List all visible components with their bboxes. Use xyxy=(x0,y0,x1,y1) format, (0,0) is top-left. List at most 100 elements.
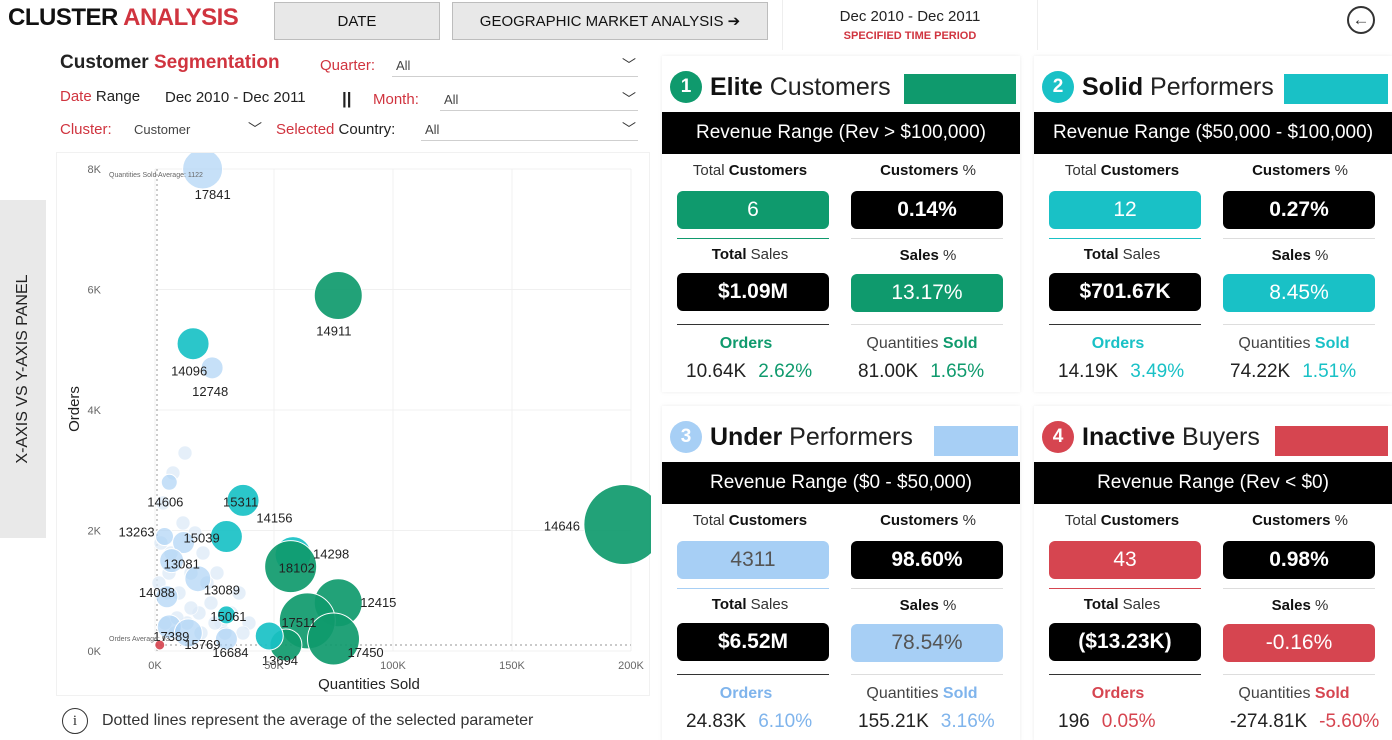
chevron-down-icon: ﹀ xyxy=(622,121,636,137)
y-tick-label: 4K xyxy=(88,405,102,417)
country-dropdown[interactable]: All ﹀ xyxy=(421,119,638,141)
point-14096[interactable] xyxy=(176,327,210,361)
geographic-market-analysis-button[interactable]: GEOGRAPHIC MARKET ANALYSIS ➔ xyxy=(452,2,768,40)
background-customer-point[interactable] xyxy=(209,565,225,581)
total-sales-label: Total Sales xyxy=(1042,246,1202,263)
point-label: 15311 xyxy=(223,494,258,509)
total-customers-value: 12 xyxy=(1049,191,1201,229)
background-customer-point[interactable] xyxy=(155,495,171,511)
lbl-part: Sales xyxy=(1118,596,1161,613)
point-label: 15769 xyxy=(184,637,220,652)
lbl-part: % xyxy=(1310,247,1329,264)
revenue-range-bar: Revenue Range (Rev > $100,000) xyxy=(662,112,1020,154)
y-average-label: Orders Average: 93 xyxy=(109,636,170,643)
quarter-label: Quarter: xyxy=(320,57,375,74)
chevron-down-icon: ﹀ xyxy=(622,57,636,73)
axis-panel-toggle[interactable]: X-AXIS VS Y-AXIS PANEL xyxy=(0,200,46,538)
sales-pct-label: Sales % xyxy=(848,247,1008,264)
quantities-sold-label: Quantities Sold xyxy=(846,685,998,703)
point-18102[interactable] xyxy=(264,540,318,594)
point-15769[interactable] xyxy=(173,618,203,648)
orders-values: 24.83K 6.10% xyxy=(686,711,812,733)
lbl-part: Total xyxy=(692,512,729,529)
info-icon[interactable]: i xyxy=(62,708,88,734)
total-customers-label: Total Customers xyxy=(1042,162,1202,179)
qty-pct-value: -5.60% xyxy=(1319,711,1380,732)
qty-value: 81.00K xyxy=(858,361,919,382)
lbl-part: % xyxy=(1330,162,1348,179)
lbl-part: % xyxy=(958,162,976,179)
divider xyxy=(1049,588,1201,589)
lbl-part: Quantities xyxy=(1238,335,1315,352)
card-header: 2 Solid Performers xyxy=(1042,70,1274,104)
lbl-part: Quantities xyxy=(866,685,943,702)
background-customer-point[interactable] xyxy=(195,545,211,561)
point-13089[interactable] xyxy=(184,565,212,593)
month-dropdown[interactable]: All ﹀ xyxy=(440,89,638,111)
point-label: 14646 xyxy=(544,518,580,533)
point-14646[interactable] xyxy=(583,483,651,565)
background-customer-point[interactable] xyxy=(175,515,191,531)
point-14156[interactable] xyxy=(209,520,243,554)
qty-value: 74.22K xyxy=(1230,361,1291,382)
total-sales-label: Total Sales xyxy=(1042,596,1202,613)
background-customer-point[interactable] xyxy=(203,595,219,611)
scatter-chart[interactable]: 17841 14911 14096 12748 14646 14606 15311 13263… xyxy=(56,152,651,696)
point-label: 15039 xyxy=(184,531,220,546)
background-customer-point[interactable] xyxy=(183,600,199,616)
point-label: 14911 xyxy=(316,324,351,339)
point-14911[interactable] xyxy=(313,271,363,321)
point-13263[interactable] xyxy=(155,527,175,547)
card-inactive: 4 Inactive Buyers Revenue Range (Rev < $… xyxy=(1034,406,1392,740)
card-header: 3 Under Performers xyxy=(670,420,913,454)
quantities-sold-label: Quantities Sold xyxy=(846,335,998,353)
quarter-dropdown[interactable]: All ﹀ xyxy=(392,55,638,77)
orders-label: Orders xyxy=(1042,335,1194,353)
divider xyxy=(1223,674,1375,675)
lbl-part-bold: Sold xyxy=(1314,335,1350,352)
x-tick-label: 150K xyxy=(499,660,525,672)
point-17841[interactable] xyxy=(182,153,224,190)
orders-values: 196 0.05% xyxy=(1058,711,1156,733)
back-arrow-icon[interactable]: ← xyxy=(1347,6,1375,34)
sales-pct-value: 13.17% xyxy=(851,274,1003,312)
point-16684[interactable] xyxy=(214,627,238,651)
cluster-dropdown[interactable]: Customer ﹀ xyxy=(130,119,264,141)
lbl-part-bold: Total xyxy=(1083,596,1119,613)
date-button[interactable]: DATE xyxy=(274,2,440,40)
period-label: SPECIFIED TIME PERIOD xyxy=(843,30,977,42)
lbl-part: % xyxy=(938,247,957,264)
point-15061[interactable] xyxy=(216,605,236,625)
total-sales-value: ($13.23K) xyxy=(1049,623,1201,661)
country-label: Selected Country: xyxy=(276,121,395,138)
point-inactive[interactable] xyxy=(154,639,166,651)
divider xyxy=(851,238,1003,239)
cluster-label: Cluster: xyxy=(60,121,112,138)
point-label: 15061 xyxy=(210,609,246,624)
cluster-value: Customer xyxy=(134,122,191,137)
revenue-range-bar: Revenue Range ($0 - $50,000) xyxy=(662,462,1020,504)
point-14088[interactable] xyxy=(155,585,179,609)
cluster-label-text: Cluster: xyxy=(60,121,112,138)
card-number-badge: 1 xyxy=(670,71,702,103)
point-15039[interactable] xyxy=(172,531,196,555)
divider xyxy=(1223,588,1375,589)
date-range-value[interactable]: Dec 2010 - Dec 2011 xyxy=(165,89,306,106)
total-customers-label: Total Customers xyxy=(670,162,830,179)
date-label-red: Date xyxy=(60,88,92,105)
total-customers-label: Total Customers xyxy=(1042,512,1202,529)
card-title-bold: Inactive xyxy=(1082,422,1176,451)
point-14606[interactable] xyxy=(160,473,178,491)
point-label: 18102 xyxy=(279,561,315,576)
background-customer-point[interactable] xyxy=(177,445,193,461)
background-customer-point[interactable] xyxy=(235,625,251,641)
point-17450[interactable] xyxy=(307,612,360,666)
point-solid[interactable] xyxy=(254,621,284,651)
point-12748[interactable] xyxy=(200,356,224,380)
card-header: 4 Inactive Buyers xyxy=(1042,420,1260,454)
card-title-rest: Buyers xyxy=(1175,422,1260,451)
point-label: 12415 xyxy=(360,595,396,610)
point-13081[interactable] xyxy=(159,548,185,574)
background-customer-point[interactable] xyxy=(231,585,247,601)
point-15311[interactable] xyxy=(226,483,260,517)
